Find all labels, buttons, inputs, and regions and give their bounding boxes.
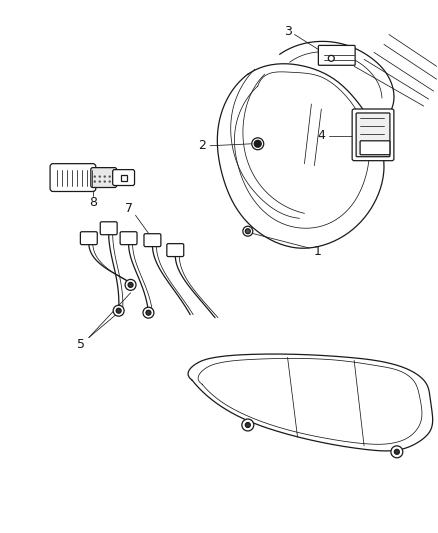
Circle shape: [109, 180, 111, 183]
Circle shape: [94, 175, 96, 178]
FancyBboxPatch shape: [167, 244, 184, 256]
FancyBboxPatch shape: [113, 169, 134, 185]
Circle shape: [103, 180, 106, 183]
Circle shape: [242, 419, 254, 431]
Circle shape: [252, 138, 264, 150]
Circle shape: [113, 305, 124, 316]
FancyBboxPatch shape: [356, 113, 390, 157]
Circle shape: [245, 229, 250, 233]
Text: 4: 4: [318, 130, 325, 142]
Circle shape: [245, 423, 250, 427]
Circle shape: [328, 55, 334, 61]
FancyBboxPatch shape: [91, 168, 117, 188]
FancyBboxPatch shape: [100, 222, 117, 235]
Circle shape: [391, 446, 403, 458]
Circle shape: [125, 279, 136, 290]
Circle shape: [243, 226, 253, 236]
Circle shape: [109, 175, 111, 178]
Circle shape: [99, 180, 101, 183]
FancyBboxPatch shape: [120, 232, 137, 245]
Bar: [120, 175, 127, 181]
Text: 7: 7: [124, 202, 133, 215]
FancyBboxPatch shape: [81, 232, 97, 245]
Circle shape: [99, 175, 101, 178]
FancyBboxPatch shape: [144, 233, 161, 247]
Circle shape: [94, 180, 96, 183]
FancyBboxPatch shape: [352, 109, 394, 160]
Circle shape: [103, 175, 106, 178]
Circle shape: [116, 308, 121, 313]
Circle shape: [128, 282, 133, 287]
Circle shape: [143, 307, 154, 318]
Circle shape: [146, 310, 151, 315]
Text: 1: 1: [314, 245, 321, 257]
Text: 2: 2: [198, 139, 206, 152]
Text: 5: 5: [77, 338, 85, 351]
Circle shape: [394, 449, 399, 454]
Text: 3: 3: [284, 25, 292, 38]
FancyBboxPatch shape: [50, 164, 96, 191]
FancyBboxPatch shape: [318, 45, 355, 65]
Circle shape: [254, 140, 261, 147]
FancyBboxPatch shape: [360, 141, 390, 155]
Text: 8: 8: [89, 196, 97, 209]
